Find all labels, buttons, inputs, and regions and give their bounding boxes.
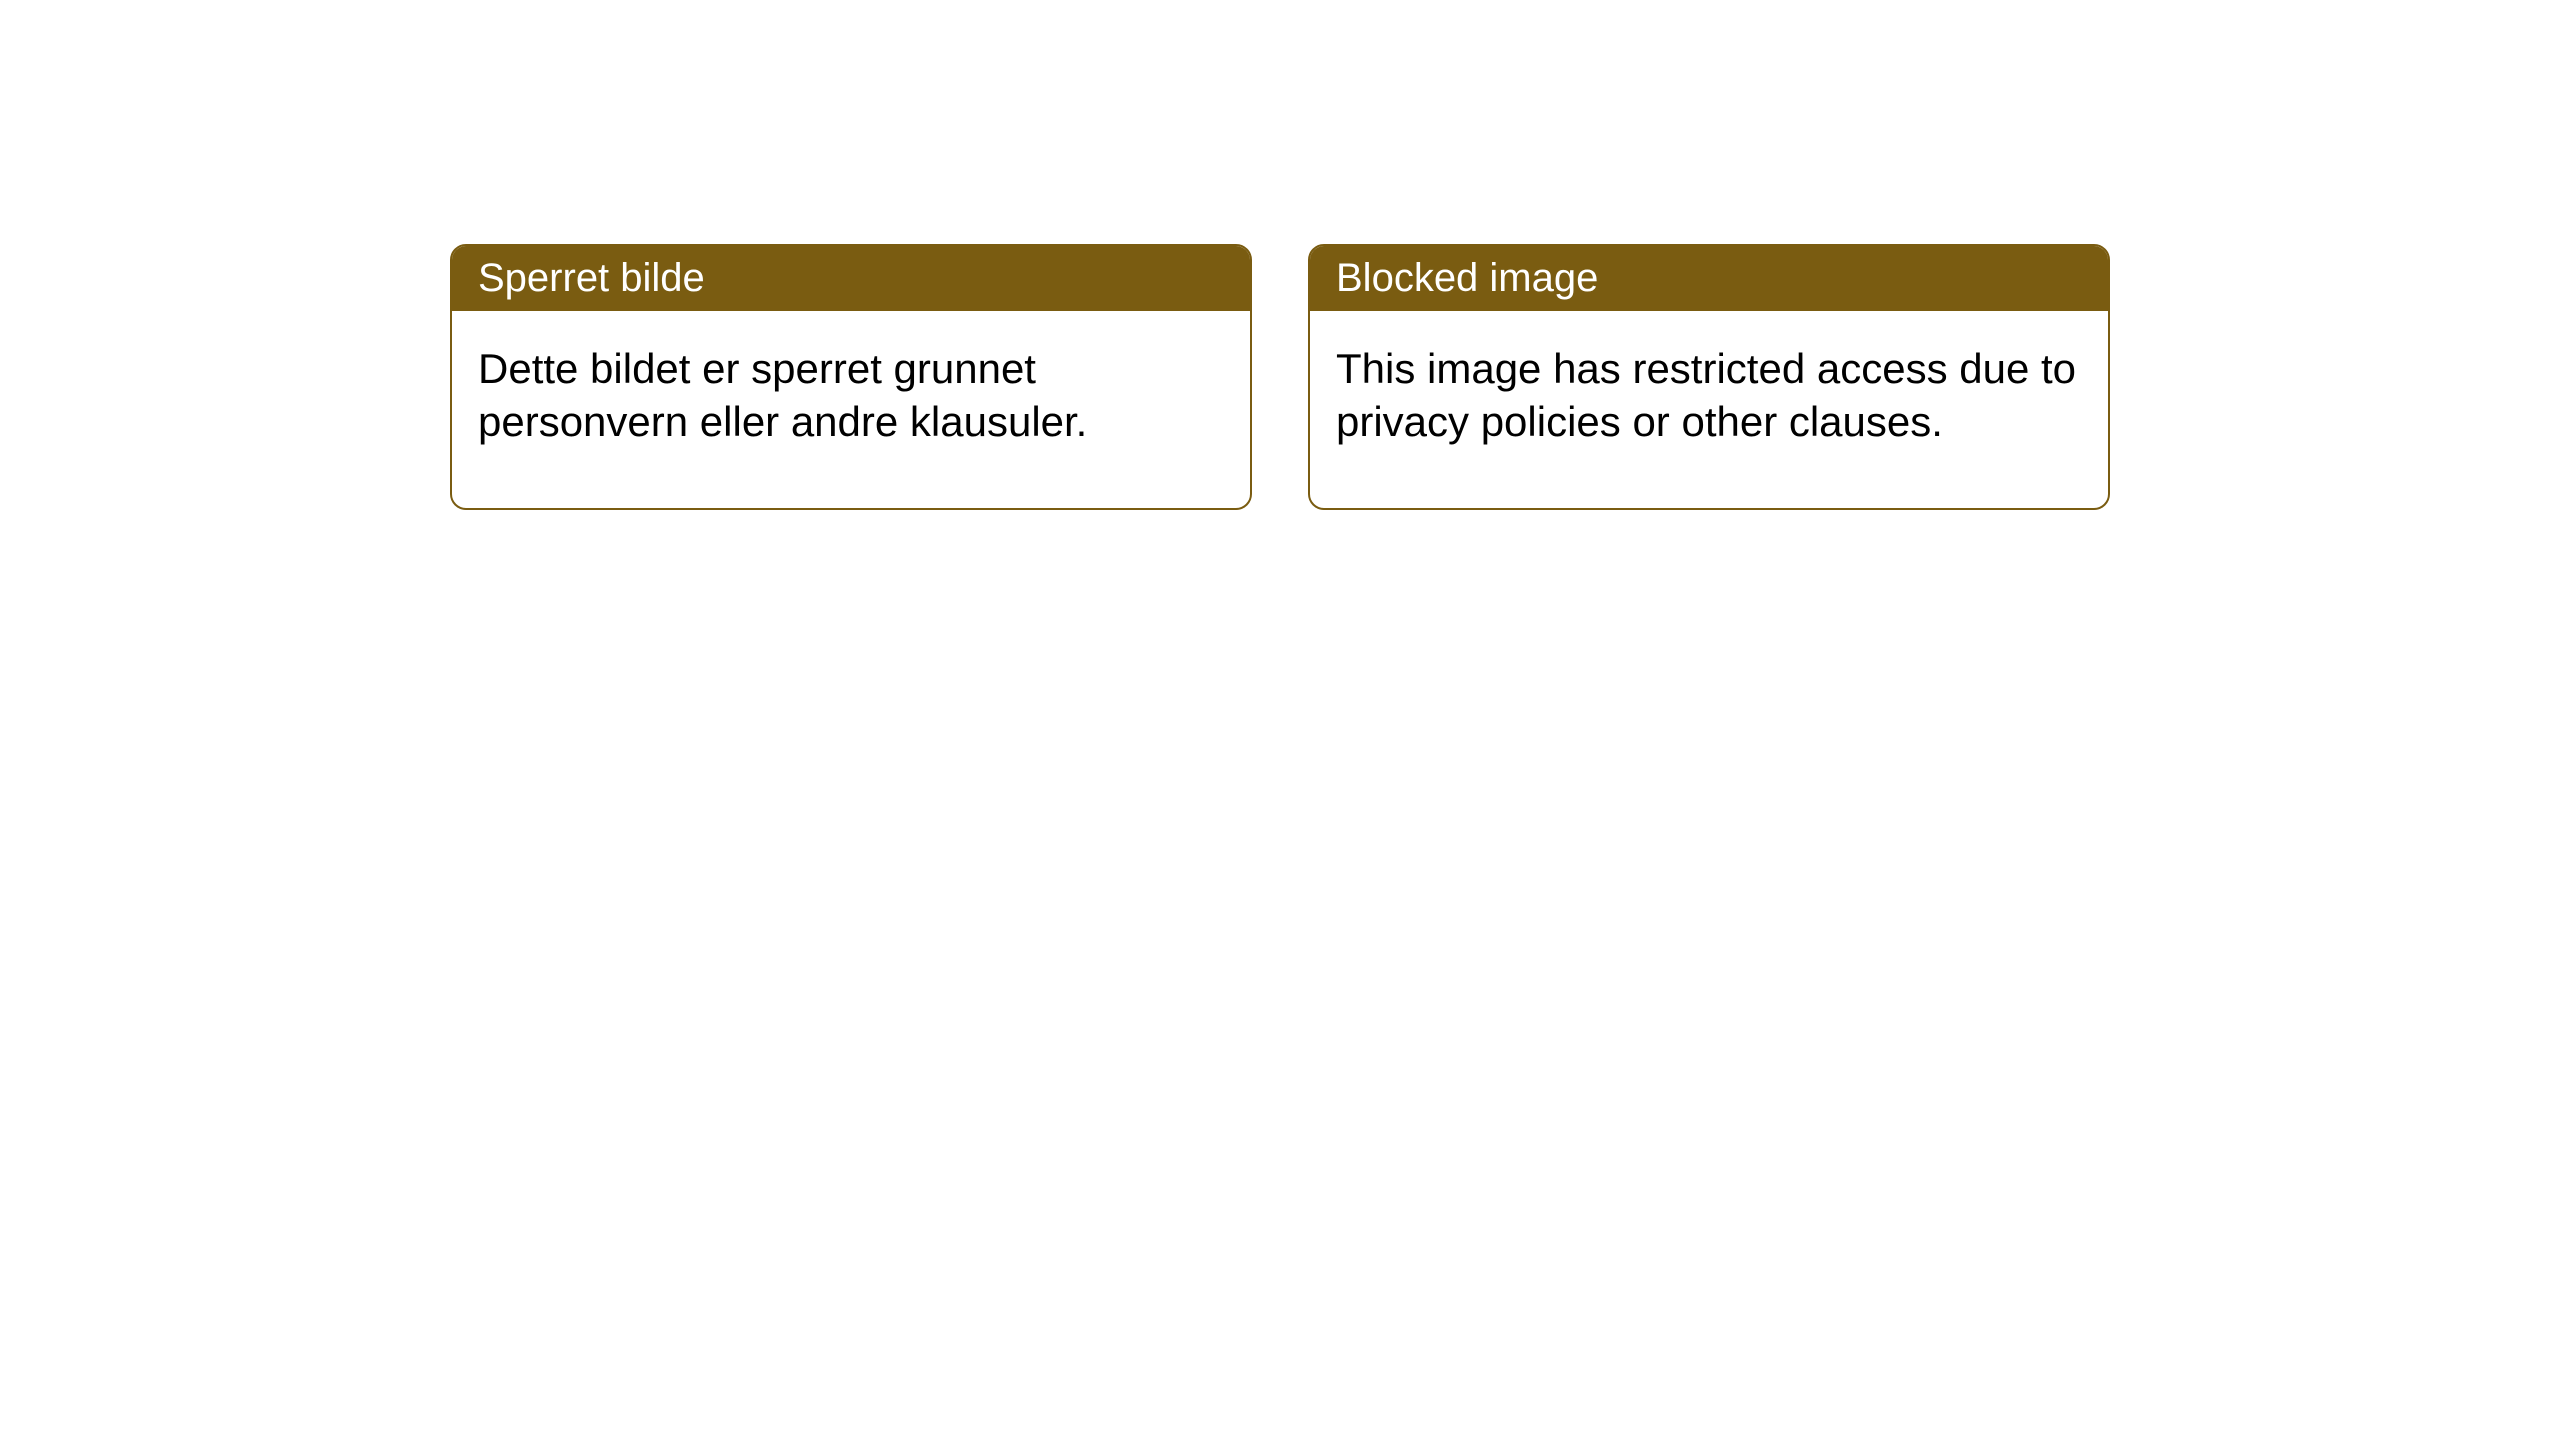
notice-box-english: Blocked image This image has restricted … [1308,244,2110,510]
notice-body: This image has restricted access due to … [1310,311,2108,508]
notice-body: Dette bildet er sperret grunnet personve… [452,311,1250,508]
notice-container: Sperret bilde Dette bildet er sperret gr… [450,244,2110,510]
notice-header: Blocked image [1310,246,2108,311]
notice-header: Sperret bilde [452,246,1250,311]
notice-box-norwegian: Sperret bilde Dette bildet er sperret gr… [450,244,1252,510]
